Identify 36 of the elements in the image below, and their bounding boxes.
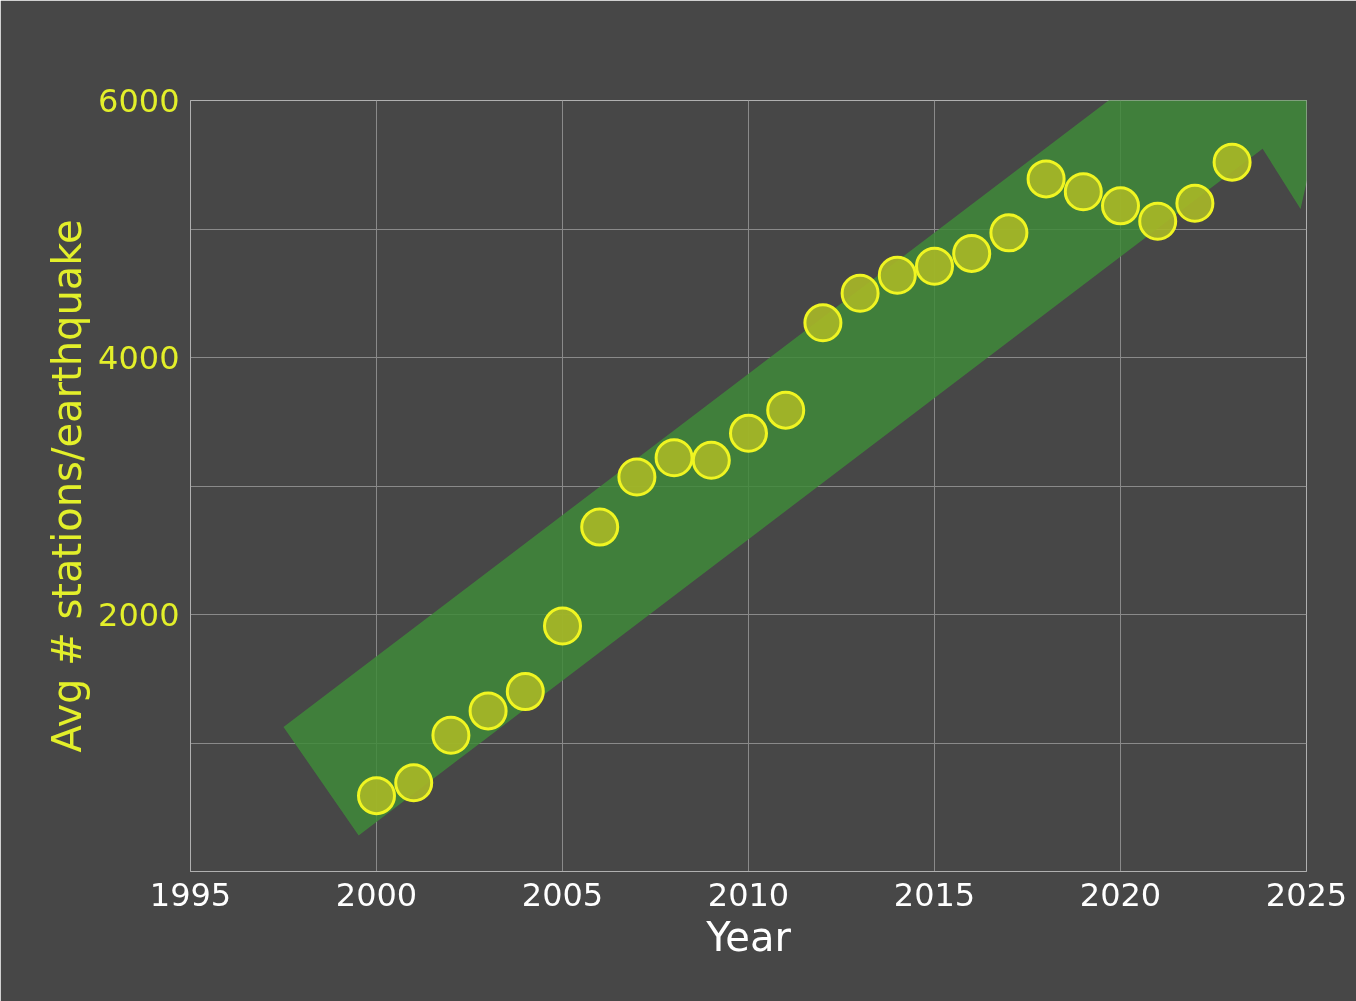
point — [691, 440, 731, 480]
point — [729, 413, 768, 453]
point — [357, 776, 396, 816]
point — [803, 303, 843, 343]
point — [766, 390, 806, 430]
point — [840, 273, 880, 313]
x-tick-label: 2015 — [893, 875, 976, 914]
point — [543, 606, 582, 646]
y-tick-label: 4000 — [98, 339, 180, 377]
point — [580, 507, 620, 547]
point — [877, 255, 917, 295]
x-tick-label: 2010 — [707, 875, 790, 914]
point — [1175, 183, 1215, 223]
x-tick-label: 2025 — [1265, 875, 1348, 914]
point — [394, 763, 434, 803]
point — [505, 672, 545, 712]
point — [654, 438, 694, 478]
point — [1212, 142, 1252, 182]
point — [617, 457, 657, 497]
point — [989, 213, 1029, 253]
point — [468, 691, 508, 731]
point — [1026, 159, 1066, 199]
y-tick-label: 2000 — [98, 596, 180, 634]
x-axis-title: Year — [705, 913, 792, 960]
point — [1138, 201, 1178, 241]
point — [1101, 186, 1140, 226]
x-tick-label: 2000 — [335, 875, 418, 914]
x-tick-label: 1995 — [149, 875, 232, 914]
y-axis-title: Avg # stations/earthquake — [44, 219, 91, 753]
y-tick-label: 6000 — [98, 82, 180, 120]
point — [1063, 172, 1103, 212]
x-tick-label: 2020 — [1079, 875, 1162, 914]
point — [915, 246, 954, 286]
point — [952, 233, 992, 273]
x-tick-label: 2005 — [521, 875, 604, 914]
point — [431, 715, 471, 755]
